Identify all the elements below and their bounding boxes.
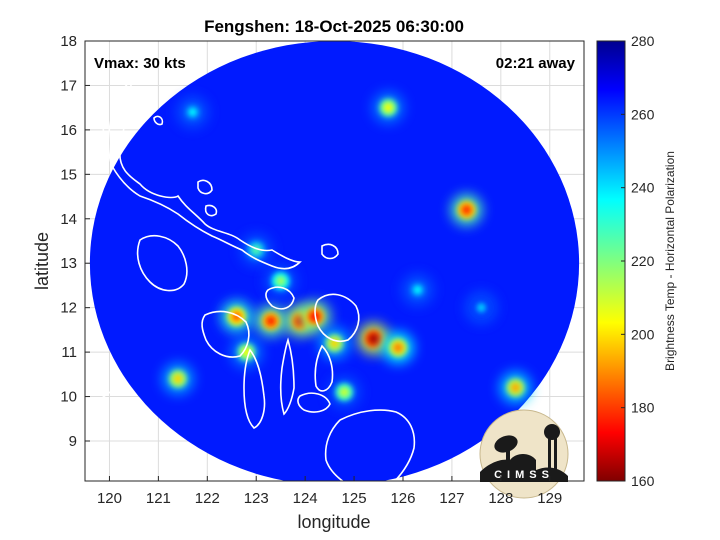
x-tick-label: 122 [195, 490, 220, 507]
swath [89, 41, 580, 481]
x-tick-label: 125 [342, 490, 367, 507]
time-away-annotation: 02:21 away [496, 55, 576, 72]
swath-disk [89, 41, 580, 481]
colorbar-tick-label: 220 [631, 253, 655, 269]
x-ticks: 120 121 122 123 124 125 126 127 128 129 [97, 476, 562, 507]
y-tick-label: 15 [60, 166, 77, 183]
cold-feature-core [412, 284, 423, 295]
colorbar-tick-label: 160 [631, 473, 655, 489]
x-tick-label: 126 [390, 490, 415, 507]
chart-title: Fengshen: 18-Oct-2025 06:30:00 [204, 17, 464, 36]
vmax-annotation: Vmax: 30 kts [94, 55, 186, 72]
cold-feature-core [393, 342, 404, 353]
x-tick-label: 120 [97, 490, 122, 507]
logo-text: CIMSS [494, 469, 554, 481]
y-tick-label: 17 [60, 77, 77, 94]
y-ticks: 9 10 11 12 13 14 15 16 17 18 [60, 33, 90, 450]
cold-feature-core [510, 382, 521, 393]
cold-feature-core [476, 302, 487, 313]
y-tick-label: 12 [60, 300, 77, 317]
cold-feature-core [368, 333, 379, 344]
cold-feature-core [383, 102, 394, 113]
colorbar-tick-label: 280 [631, 33, 655, 49]
coastlines [87, 43, 416, 481]
x-axis-label: longitude [297, 512, 370, 532]
x-tick-label: 124 [293, 490, 318, 507]
colorbar-ticks: 160 180 200 220 240 260 280 [621, 33, 655, 489]
colorbar-tick-label: 240 [631, 180, 655, 196]
cold-feature-core [461, 204, 472, 215]
colorbar-tick-label: 180 [631, 400, 655, 416]
cold-feature-core [172, 373, 183, 384]
y-tick-label: 18 [60, 33, 77, 50]
y-tick-label: 14 [60, 211, 77, 228]
x-tick-label: 123 [244, 490, 269, 507]
x-tick-label: 121 [146, 490, 171, 507]
cimss-logo: CIMSS [479, 409, 569, 499]
colorbar-tick-label: 260 [631, 106, 655, 122]
x-tick-label: 127 [439, 490, 464, 507]
plot-border [84, 40, 585, 482]
y-tick-label: 9 [69, 433, 77, 450]
colorbar-tick-label: 200 [631, 326, 655, 342]
x-tick-label: 129 [537, 490, 562, 507]
y-axis-label: latitude [32, 232, 52, 290]
y-tick-label: 16 [60, 122, 77, 139]
colorbar [596, 40, 626, 482]
y-tick-label: 10 [60, 389, 77, 406]
y-tick-label: 13 [60, 255, 77, 272]
cold-feature-core [275, 276, 286, 286]
y-tick-label: 11 [61, 344, 77, 361]
cold-feature-core [187, 107, 198, 118]
colorbar-label: Brightness Temp - Horizontal Polarizatio… [663, 151, 677, 371]
cold-feature-core [339, 387, 350, 398]
cold-feature-core [265, 316, 276, 326]
x-tick-label: 128 [488, 490, 513, 507]
